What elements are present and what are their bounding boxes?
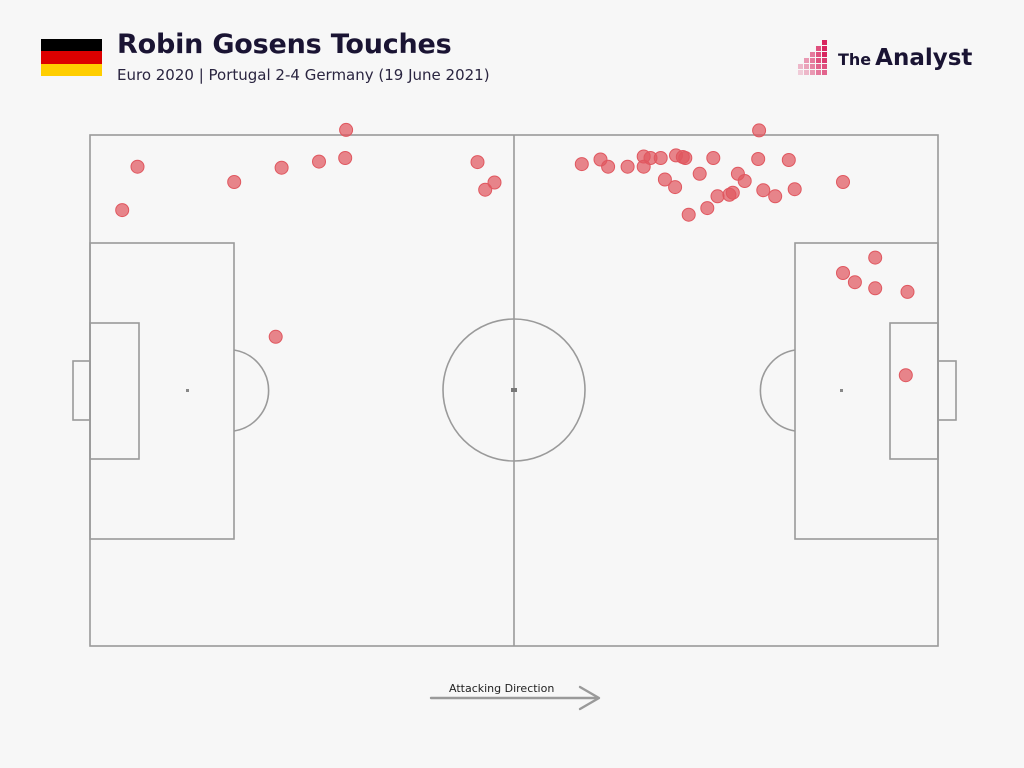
touch-point-10 [478, 182, 493, 197]
touch-point-38 [756, 183, 771, 198]
touch-point-5 [312, 154, 326, 169]
touch-point-43 [847, 275, 862, 290]
left-penalty-box [89, 242, 235, 540]
touch-point-27 [706, 151, 721, 165]
pitch-markings [72, 134, 957, 647]
touch-point-8 [470, 155, 485, 170]
touch-point-46 [898, 368, 913, 383]
touch-point-19 [636, 159, 651, 174]
arrow-right-icon [429, 685, 601, 711]
centre-circle [442, 318, 586, 462]
touch-point-29 [681, 207, 696, 222]
touch-point-20 [657, 172, 672, 187]
touch-point-40 [836, 175, 850, 189]
the-analyst-pixel-logo-icon [798, 40, 827, 75]
flag-stripe-red [41, 51, 102, 64]
touch-point-25 [787, 182, 802, 197]
touch-point-3 [227, 175, 242, 189]
right-penalty-box [794, 242, 939, 540]
touch-point-4 [274, 160, 289, 175]
touch-point-1 [130, 159, 145, 174]
touch-point-41 [868, 250, 883, 265]
left-six-yard-box [89, 322, 140, 460]
germany-flag-icon [41, 39, 102, 76]
touch-point-28 [668, 180, 683, 195]
touch-point-9 [487, 175, 502, 190]
right-penalty-spot [840, 389, 843, 392]
centre-spot [511, 388, 517, 392]
flag-stripe-black [41, 39, 102, 52]
left-goal [72, 360, 91, 421]
brand-logo: The Analyst [798, 40, 972, 76]
touch-point-45 [900, 284, 915, 299]
touch-point-23 [768, 189, 783, 204]
touch-point-30 [710, 189, 725, 204]
chart-title: Robin Gosens Touches [117, 29, 452, 60]
brand-wordmark: The Analyst [838, 45, 972, 71]
left-penalty-arc [233, 349, 270, 432]
touch-point-18 [653, 151, 668, 165]
touch-point-34 [781, 153, 796, 167]
touch-point-2 [115, 203, 130, 218]
touch-point-7 [338, 151, 353, 165]
touch-point-32 [737, 174, 752, 188]
touch-point-12 [574, 157, 589, 172]
touch-point-11 [268, 329, 283, 344]
brand-name: Analyst [875, 45, 973, 71]
flag-stripe-gold [41, 63, 102, 76]
touch-point-44 [868, 281, 883, 296]
touch-points [115, 122, 915, 383]
touch-point-15 [620, 159, 635, 174]
touch-point-33 [751, 152, 766, 166]
touch-point-6 [339, 122, 354, 137]
touch-point-42 [836, 266, 850, 280]
right-six-yard-box [889, 322, 939, 460]
brand-prefix: The [838, 50, 872, 69]
left-penalty-spot [186, 389, 189, 392]
touch-point-39 [752, 123, 767, 138]
right-goal [937, 360, 957, 421]
touch-point-37 [725, 185, 740, 200]
touch-point-14 [601, 159, 616, 174]
chart-subtitle: Euro 2020 | Portugal 2-4 Germany (19 Jun… [117, 66, 490, 84]
right-penalty-arc [759, 349, 796, 432]
attacking-direction-label: Attacking Direction [449, 682, 555, 695]
touch-point-24 [678, 151, 693, 165]
touch-point-35 [700, 201, 715, 216]
touch-point-26 [692, 166, 707, 181]
